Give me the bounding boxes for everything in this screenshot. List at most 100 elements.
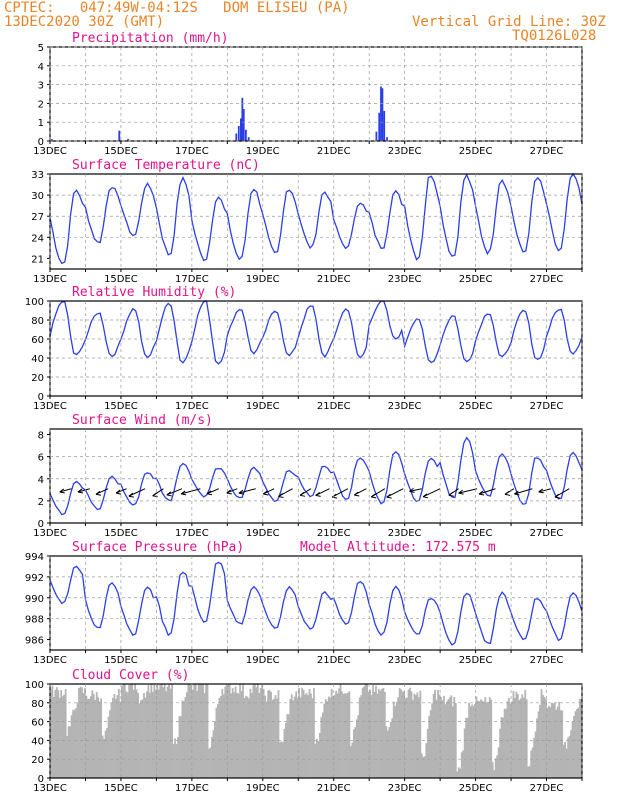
- cloud-cover-bar: [72, 710, 74, 778]
- cloud-cover-bar: [276, 698, 278, 778]
- cloud-cover-bar: [558, 701, 561, 778]
- wind-arrow-head: [315, 492, 321, 497]
- temperature-xtick: 17DEC: [175, 274, 209, 285]
- cloud-cover-bar: [519, 698, 522, 778]
- cloud-cover-bar: [431, 703, 434, 778]
- precipitation-bar: [50, 139, 53, 141]
- cloud-cover-bar: [369, 689, 371, 778]
- cloud-cover-bar: [493, 770, 496, 778]
- cloud-cover-bar: [518, 700, 521, 778]
- cloud-cover-bar: [144, 697, 147, 778]
- wind-ytick: 0: [38, 519, 44, 530]
- cloud-cover-bar: [222, 694, 225, 778]
- cloud-cover-bar: [55, 687, 58, 778]
- temperature-xtick: 19DEC: [246, 274, 280, 285]
- cloud-cover-bar: [125, 691, 128, 778]
- cloud-cover-bar: [531, 747, 534, 778]
- precipitation-bar: [242, 109, 245, 141]
- cloud-cover-bar: [255, 687, 258, 778]
- cloud-cover-bar: [444, 704, 447, 778]
- cloud-cover-xtick: 27DEC: [530, 783, 564, 794]
- cloud-cover-bar: [472, 705, 475, 778]
- cloud-cover-bar: [122, 684, 125, 778]
- precipitation-bar: [381, 88, 384, 141]
- humidity-ytick: 40: [31, 354, 44, 365]
- wind-xtick: 23DEC: [388, 528, 422, 539]
- cloud-cover-bar: [289, 698, 292, 778]
- header-date: 13DEC2020 30Z (GMT): [4, 14, 165, 30]
- cloud-cover-bar: [378, 688, 380, 778]
- cloud-cover-bar: [310, 693, 312, 778]
- precipitation-bar: [375, 131, 378, 141]
- humidity-xtick: 15DEC: [104, 401, 138, 412]
- cloud-cover-bar: [341, 691, 343, 778]
- cloud-cover-bar: [67, 726, 70, 778]
- wind-arrow-head: [331, 493, 338, 499]
- cloud-cover-bar: [451, 706, 454, 778]
- cloud-cover-bar: [271, 699, 274, 778]
- cloud-cover-bar: [101, 735, 104, 778]
- cloud-cover-bar: [128, 684, 131, 778]
- cloud-cover-bar: [503, 708, 506, 778]
- wind-arrow: [59, 488, 72, 493]
- cloud-cover-bar: [366, 684, 369, 778]
- cloud-cover-bar: [205, 684, 207, 778]
- cloud-cover-xtick: 25DEC: [459, 783, 493, 794]
- cloud-cover-bar: [188, 684, 191, 778]
- cloud-cover-bar: [209, 747, 212, 778]
- header-grid-note: Vertical Grid Line: 30Z: [412, 14, 606, 30]
- humidity-frame: [49, 300, 583, 397]
- cloud-cover-bar: [500, 716, 503, 778]
- cloud-cover-bar: [509, 703, 512, 778]
- cloud-cover-bar: [237, 693, 240, 778]
- cloud-cover-bar: [137, 692, 139, 778]
- cloud-cover-bar: [267, 690, 270, 778]
- cloud-cover-bar: [112, 697, 114, 778]
- cloud-cover-bar: [160, 684, 163, 778]
- cloud-cover-bar: [484, 697, 487, 778]
- temperature-title: Surface Temperature (nC): [72, 158, 260, 173]
- cloud-cover-bar: [449, 697, 451, 778]
- cloud-cover-bar: [299, 697, 302, 778]
- cloud-cover-bar: [120, 686, 123, 778]
- cloud-cover-bar: [187, 684, 190, 778]
- cloud-cover-bar: [403, 691, 405, 778]
- cloud-cover-bar: [330, 688, 333, 778]
- cloud-cover-bar: [564, 741, 567, 778]
- cloud-cover-bar: [383, 691, 386, 778]
- cloud-cover-bar: [215, 707, 218, 778]
- cloud-cover-bar: [69, 726, 71, 778]
- cloud-cover-bar: [153, 684, 156, 778]
- wind-title: Surface Wind (m/s): [72, 413, 213, 428]
- cloud-cover-bar: [76, 702, 79, 778]
- precipitation-ytick: 5: [38, 43, 44, 54]
- cloud-cover-bar: [512, 690, 515, 778]
- cloud-cover-bar: [307, 695, 309, 778]
- cloud-cover-bar: [301, 687, 303, 778]
- cloud-cover-bar: [354, 727, 357, 778]
- cloud-cover-bar: [147, 685, 150, 778]
- pressure-xtick: 19DEC: [246, 655, 280, 666]
- wind-arrow-head: [370, 493, 377, 499]
- cloud-cover-bar: [561, 710, 564, 778]
- cloud-cover-bar: [360, 695, 363, 778]
- cloud-cover-bar: [482, 701, 485, 778]
- cloud-cover-bar: [426, 729, 429, 778]
- wind-panel: Surface Wind (m/s) 0 2 4 6 8 13DEC 15DEC 17DEC 19…: [33, 413, 583, 539]
- cloud-cover-bar: [381, 688, 383, 778]
- cloud-cover-bar: [252, 685, 255, 778]
- cloud-cover-bar: [539, 704, 541, 778]
- cloud-cover-bar: [345, 693, 348, 778]
- cloud-cover-bar: [253, 684, 256, 778]
- header-model-id: TQ0126L028: [512, 28, 597, 44]
- cloud-cover-bar: [113, 694, 116, 778]
- cloud-cover-bar: [293, 696, 296, 778]
- cloud-cover-bar: [239, 684, 241, 778]
- cloud-cover-bar: [505, 708, 507, 778]
- cloud-cover-bar: [361, 687, 364, 778]
- cloud-cover-bar: [382, 688, 385, 778]
- cloud-cover-bar: [64, 689, 67, 778]
- cloud-cover-bar: [250, 693, 253, 778]
- wind-arrow-head: [422, 493, 429, 499]
- cloud-cover-bar: [156, 684, 159, 778]
